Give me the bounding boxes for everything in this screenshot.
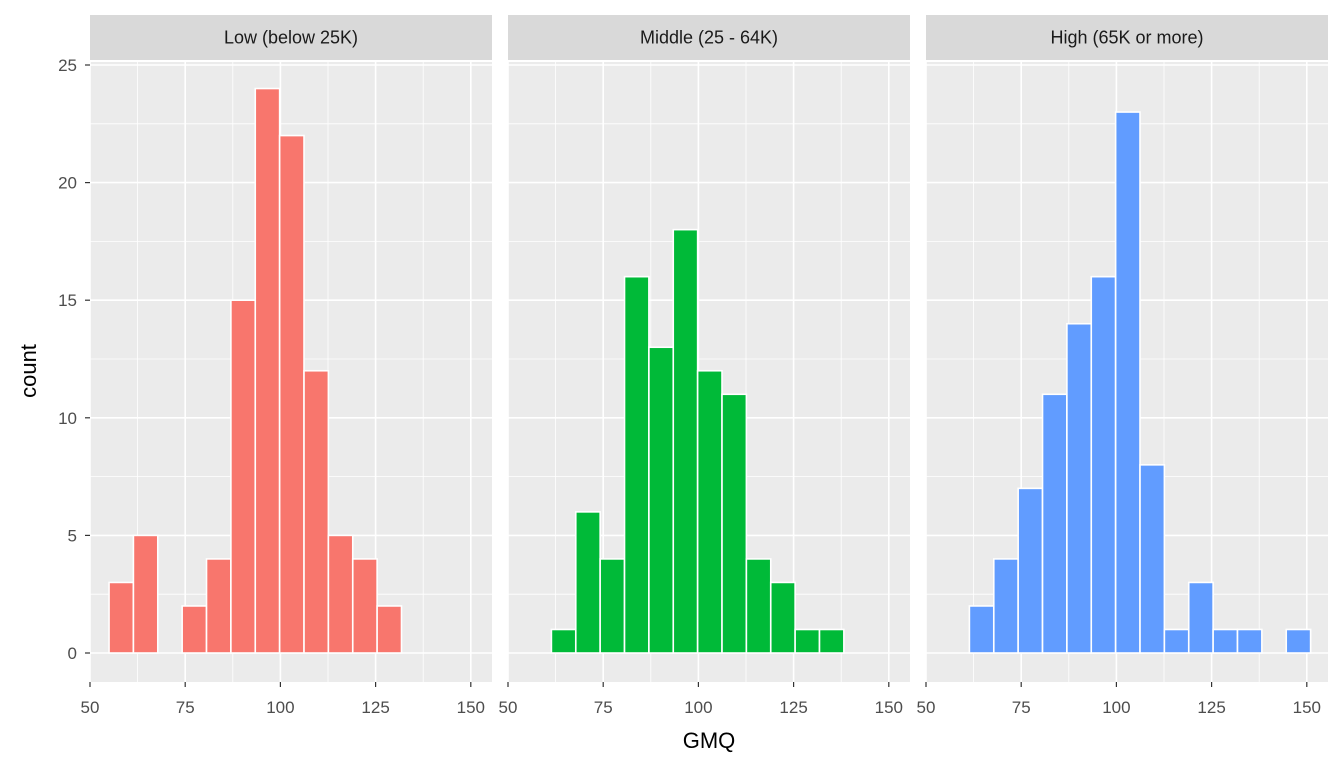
y-tick-label: 5 [68,526,77,545]
y-tick-label: 0 [68,644,77,663]
y-axis-title: count [16,344,41,398]
x-axis-title: GMQ [683,728,736,753]
histogram-bar-3-8 [1139,464,1166,654]
facet-panel-1: Low (below 25K) 50 75 100 125 150 [81,15,492,717]
facet-strip [508,15,910,60]
y-tick-label: 20 [58,174,77,193]
histogram-bar-3-2 [992,558,1019,654]
x-tick-label: 100 [684,698,712,717]
facet-strip-label: Low (below 25K) [224,28,358,48]
facet-panel-3: High (65K or more) 50 75 100 125 150 [917,15,1328,717]
histogram-bar-2-10 [769,581,796,654]
histogram-bar-2-2 [574,511,601,654]
histogram-bar-1-8 [303,369,330,654]
x-tick-label: 100 [1102,698,1130,717]
facet-strip-label: High (65K or more) [1050,28,1203,48]
histogram-bar-2-3 [599,558,626,654]
histogram-bar-2-8 [721,393,748,654]
histogram-bar-3-7 [1114,111,1141,654]
histogram-bar-2-9 [745,558,772,654]
histogram-bar-2-1 [550,628,577,654]
histogram-bar-1-2 [132,534,159,654]
facet-strip-label: Middle (25 - 64K) [640,28,778,48]
y-tick-label: 25 [58,56,77,75]
x-tick-label: 75 [176,698,195,717]
histogram-bar-1-4 [205,558,232,654]
facet-panel-2: Middle (25 - 64K) 50 75 100 125 150 [499,15,910,717]
x-tick-label: 150 [875,698,903,717]
histogram-bar-2-4 [623,275,650,654]
histogram-bar-2-5 [648,346,675,654]
x-tick-label: 75 [594,698,613,717]
x-tick-label: 125 [361,698,389,717]
y-tick-label: 15 [58,291,77,310]
histogram-bar-1-6 [254,87,281,654]
x-tick-label: 125 [1197,698,1225,717]
histogram-bar-1-7 [278,134,305,654]
histogram-bar-3-10 [1187,581,1214,654]
facet-strip [90,15,492,60]
histogram-bar-2-6 [672,228,699,654]
histogram-bar-1-1 [108,581,135,654]
histogram-bar-1-11 [376,605,403,654]
histogram-bar-3-13 [1285,628,1312,654]
x-tick-label: 50 [81,698,100,717]
x-tick-label: 150 [457,698,485,717]
histogram-bar-2-12 [818,628,845,654]
x-tick-label: 75 [1012,698,1031,717]
histogram-bar-3-3 [1017,487,1044,654]
x-tick-label: 150 [1293,698,1321,717]
x-tick-label: 125 [779,698,807,717]
histogram-bar-3-4 [1041,393,1068,654]
histogram-bar-1-10 [351,558,378,654]
histogram-bar-2-11 [794,628,821,654]
x-tick-label: 100 [266,698,294,717]
histogram-bar-3-12 [1236,628,1263,654]
y-axis: 0 5 10 15 20 25 [58,56,90,663]
histogram-bar-3-9 [1163,628,1190,654]
x-tick-label: 50 [499,698,518,717]
histogram-bar-2-7 [696,369,723,654]
facet-strip [926,15,1328,60]
x-tick-label: 50 [917,698,936,717]
histogram-bar-3-5 [1066,322,1093,654]
histogram-bar-3-6 [1090,275,1117,654]
histogram-bar-1-3 [181,605,208,654]
histogram-bar-3-11 [1212,628,1239,654]
y-tick-label: 10 [58,409,77,428]
histogram-bar-1-5 [230,299,257,654]
histogram-bar-3-1 [968,605,995,654]
histogram-bar-1-9 [327,534,354,654]
